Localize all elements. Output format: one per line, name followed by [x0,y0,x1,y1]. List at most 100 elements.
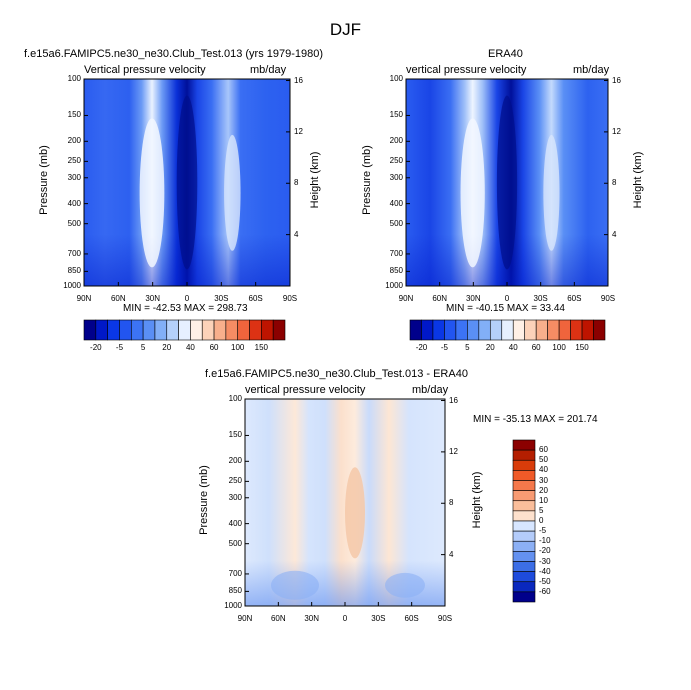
panel-1-left-label: Vertical pressure velocity [84,64,206,76]
colorbar-swatch [570,319,583,341]
colorbar-label: 40 [508,343,518,352]
lat-tick-label: 90N [76,294,92,303]
panel-3-stats: MIN = -35.13 MAX = 201.74 [473,414,598,425]
lat-tick-label: 60S [404,614,419,623]
colorbar-swatch [581,319,594,341]
colorbar-swatch [130,319,144,341]
pressure-tick-label: 100 [389,74,403,83]
colorbar-swatch [237,319,250,341]
colorbar-label: 60 [531,343,541,352]
panel-1-plot [83,78,291,287]
lat-tick-label: 60N [270,614,286,623]
colorbar-swatch [178,319,191,341]
colorbar-swatch [558,319,571,341]
colorbar-label: 5 [140,343,146,352]
pressure-tick-label: 200 [228,456,242,466]
lat-tick-label: 30N [304,614,319,623]
panel-2-descent-core [496,95,518,270]
colorbar-diff [512,439,536,603]
panel-1-ascent-core-north [139,118,165,268]
pressure-tick-label: 200 [67,136,81,146]
pressure-tick-label: 1000 [385,281,403,290]
lat-tick-label: 30N [145,294,160,303]
pressure-tick-label: 500 [67,218,81,228]
height-tick-label: 8 [294,178,299,188]
pressure-tick-label: 150 [389,110,403,120]
colorbar-label: -60 [539,586,551,596]
pressure-tick-label: 850 [228,586,242,596]
colorbar-label: -5 [539,526,547,536]
colorbar-swatch [512,490,536,502]
panel-1-ascent-core-south [224,134,241,251]
panel-1-stats: MIN = -42.53 MAX = 298.73 [123,303,248,314]
panel-3-positive-core [345,467,365,559]
pressure-tick-label: 100 [67,74,81,83]
colorbar-label: 60 [539,445,548,455]
colorbar-swatch [512,520,536,532]
colorbar-swatch [95,319,108,341]
height-tick-label: 16 [449,395,458,405]
colorbar-swatch [261,319,274,341]
lat-tick-label: 90N [398,294,414,303]
colorbar-swatch [489,319,503,341]
pressure-tick-label: 300 [228,492,242,502]
pressure-tick-label: 150 [228,430,242,440]
panel-2-ascent-core-north [460,118,485,268]
colorbar-swatch [272,319,286,341]
colorbar-label: -50 [539,576,551,586]
panel-1-descent-core [176,95,198,270]
colorbar-label: 150 [254,343,269,352]
pressure-tick-label: 150 [67,110,81,120]
panel-2-title: ERA40 [488,48,523,60]
colorbar-swatch [512,500,536,512]
colorbar-label: 5 [465,343,470,352]
colorbar-swatch [512,581,536,593]
colorbar-swatch [83,319,97,341]
colorbar-swatch [512,591,536,603]
height-tick-label: 12 [612,126,621,136]
colorbar-swatch [467,319,480,341]
colorbar-label: -30 [539,556,551,566]
lat-tick-label: 30S [214,294,229,303]
colorbar-label: 100 [231,343,245,352]
colorbar-swatch [478,319,491,341]
panel-1-y2label: Height (km) [309,151,321,209]
colorbar-label: 40 [185,343,195,352]
colorbar-swatch [512,449,536,461]
pressure-tick-label: 400 [67,198,81,208]
panel-1-units: mb/day [250,64,287,76]
height-tick-label: 16 [294,75,303,85]
colorbar-label: 20 [539,485,548,495]
colorbar-swatch [166,319,179,341]
colorbar-swatch [512,319,526,341]
pressure-tick-label: 250 [67,156,81,166]
pressure-tick-label: 400 [228,518,242,528]
colorbar-swatch [107,319,120,341]
pressure-tick-label: 400 [389,198,403,208]
pressure-tick-label: 1000 [224,601,242,610]
lat-tick-label: 30S [533,294,548,303]
colorbar-label: 60 [209,343,219,352]
pressure-tick-label: 200 [389,136,403,146]
pressure-tick-label: 700 [67,248,81,258]
colorbar-label: 20 [485,343,495,352]
colorbar-label: -20 [539,546,551,556]
pressure-tick-label: 850 [67,266,81,276]
panel-3-negative-low-north [271,570,319,600]
colorbar-label: 0 [539,516,544,525]
colorbar-swatch [154,319,168,341]
panel-3-plot [244,398,446,607]
colorbar-swatch [512,551,536,562]
colorbar-label: 150 [575,343,589,352]
colorbar-label: 30 [539,475,548,485]
lat-tick-label: 90S [437,614,453,623]
colorbar-1 [83,319,286,341]
colorbar-swatch [119,319,132,341]
colorbar-swatch [190,319,203,341]
colorbar-swatch [225,319,239,341]
lat-tick-label: 90S [600,294,616,303]
height-tick-label: 4 [294,229,299,239]
pressure-tick-label: 500 [389,218,403,228]
height-tick-label: 12 [449,446,458,456]
panel-2-y2label: Height (km) [632,151,644,209]
